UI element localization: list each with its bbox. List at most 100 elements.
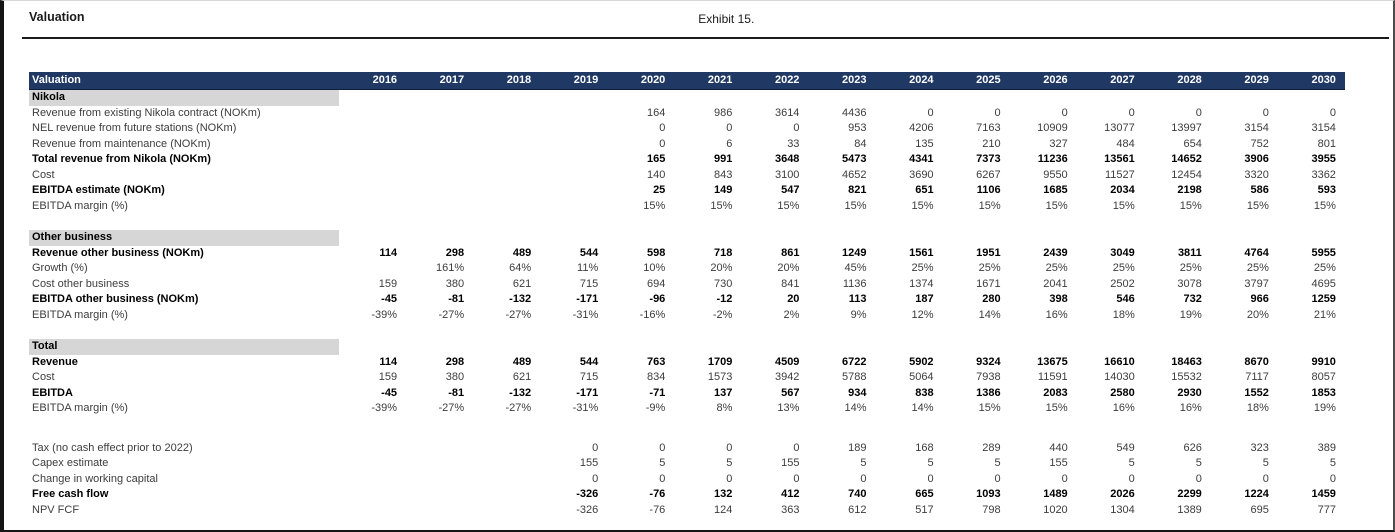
cell-value: 3811 <box>1177 246 1202 259</box>
row-label: Growth (%) <box>32 262 88 274</box>
cell-value: 0 <box>793 441 800 454</box>
cell-value: 0 <box>659 122 666 134</box>
cell-value: 6722 <box>842 355 867 368</box>
cell-value: 798 <box>982 503 1001 516</box>
cell-value: 5 <box>927 457 934 469</box>
empty-cell <box>1211 230 1278 246</box>
cell-value: 8670 <box>1244 355 1269 368</box>
row-label: Revenue other business (NOKm) <box>32 246 204 259</box>
cell-value: 0 <box>659 137 666 150</box>
table-row: Growth (%) 161% 64% 11% 10% 20% 20% 45% 25% 25% 25… <box>29 261 1345 277</box>
cell-value <box>406 503 473 519</box>
cell-value: 15532 <box>1171 371 1202 383</box>
cell-value: 155 <box>781 457 800 469</box>
cell-value: 327 <box>1049 137 1068 150</box>
row-label: EBITDA <box>32 386 73 399</box>
cell-value: 398 <box>1049 293 1068 305</box>
cell-value: 20% <box>710 262 733 274</box>
cell-value: -132 <box>509 293 532 305</box>
cell-value: 13675 <box>1037 355 1068 368</box>
year-column-header: 2018 <box>506 74 532 86</box>
cell-value: 489 <box>512 355 532 368</box>
cell-value: 838 <box>915 386 934 399</box>
cell-value: 298 <box>445 355 465 368</box>
cell-value: 84 <box>854 137 867 150</box>
cell-value: 2580 <box>1110 386 1135 399</box>
empty-cell <box>1278 90 1345 106</box>
cell-value <box>540 152 607 168</box>
cell-value: 159 <box>378 277 398 290</box>
cell-value: 5 <box>1128 457 1135 469</box>
cell-value: 4509 <box>774 355 800 368</box>
cell-value: 1386 <box>976 386 1001 399</box>
page-title: Valuation <box>29 10 85 24</box>
cell-value: 210 <box>982 137 1001 150</box>
cell-value: 715 <box>579 371 599 383</box>
cell-value <box>540 106 607 122</box>
empty-cell <box>1211 90 1278 106</box>
year-column-header: 2017 <box>439 74 465 86</box>
cell-value: 841 <box>781 277 800 290</box>
row-label: NPV FCF <box>32 503 80 516</box>
cell-value: 0 <box>860 472 867 485</box>
table-row: Capex estimate 155 5 5 155 5 5 5 155 5 5 5 5 <box>29 456 1345 472</box>
empty-cell <box>339 90 406 106</box>
cell-value: 3614 <box>774 106 800 119</box>
cell-value: -96 <box>649 293 666 305</box>
cell-value: 544 <box>579 246 599 259</box>
cell-value: -81 <box>448 386 465 399</box>
cell-value: 10909 <box>1037 122 1068 134</box>
row-label: Cost <box>32 168 55 181</box>
cell-value: 2034 <box>1110 184 1135 196</box>
row-label: Tax (no cash effect prior to 2022) <box>32 441 193 454</box>
cell-value: 14030 <box>1104 371 1135 383</box>
title-divider <box>22 37 1389 39</box>
cell-value: 19% <box>1313 402 1336 414</box>
cell-value: 740 <box>848 488 867 500</box>
cell-value: 621 <box>512 277 532 290</box>
row-label: Cost other business <box>32 277 130 290</box>
cell-value: 612 <box>848 503 867 516</box>
cell-value: 934 <box>848 386 867 399</box>
table-row: EBITDA margin (%) -39% -27% -27% -31% -9% 8% 13… <box>29 401 1345 417</box>
cell-value <box>540 199 607 215</box>
cell-value: 25% <box>911 262 934 274</box>
cell-value: 5064 <box>909 371 934 383</box>
cell-value <box>540 183 607 199</box>
cell-value: 763 <box>646 355 666 368</box>
cell-value: -27% <box>505 308 532 321</box>
cell-value: 15% <box>1112 199 1135 212</box>
cell-value: 801 <box>1317 137 1336 150</box>
cell-value: 2439 <box>1043 246 1068 259</box>
cell-value: 165 <box>646 153 666 165</box>
table-row: Total revenue from Nikola (NOKm) 165 991 36… <box>29 152 1345 168</box>
cell-value: 187 <box>915 293 934 305</box>
empty-cell <box>607 230 674 246</box>
cell-value <box>406 137 473 153</box>
cell-value: 715 <box>579 277 599 290</box>
cell-value <box>339 168 406 184</box>
row-label: Free cash flow <box>32 488 109 500</box>
empty-cell <box>876 339 943 355</box>
empty-cell <box>808 230 875 246</box>
year-column-header: 2030 <box>1311 74 1336 86</box>
cell-value: -39% <box>371 308 398 321</box>
cell-value: 0 <box>726 441 733 454</box>
cell-value: 25% <box>1112 262 1135 274</box>
cell-value: 7938 <box>976 371 1001 383</box>
cell-value: 1304 <box>1110 503 1135 516</box>
cell-value: 0 <box>659 472 666 485</box>
cell-value <box>406 168 473 184</box>
cell-value <box>473 487 540 503</box>
cell-value: 380 <box>445 277 465 290</box>
table-row: Cost 140 843 3100 4652 3690 6267 9550 11527 12454… <box>29 168 1345 184</box>
table-row: EBITDA other business (NOKm) -45 -81 -132 -1… <box>29 292 1345 308</box>
cell-value <box>406 183 473 199</box>
empty-cell <box>808 339 875 355</box>
empty-cell <box>1010 90 1077 106</box>
cell-value: 2026 <box>1110 488 1135 500</box>
row-label: Revenue from existing Nikola contract (N… <box>32 106 261 119</box>
cell-value: 149 <box>714 184 733 196</box>
cell-value: 1489 <box>1043 488 1068 500</box>
cell-value: 2198 <box>1177 184 1202 196</box>
